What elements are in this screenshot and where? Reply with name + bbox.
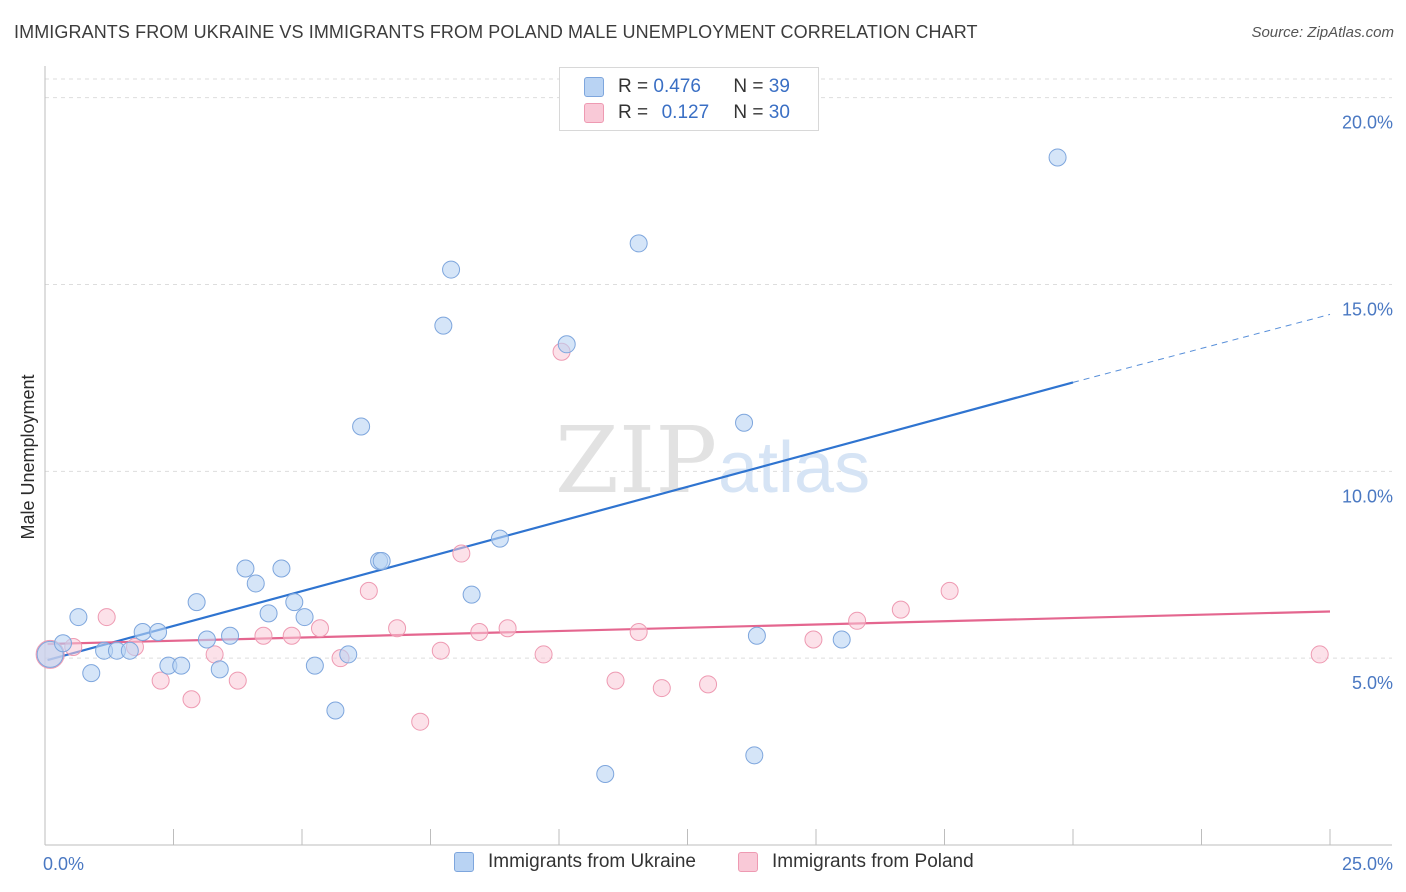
data-point-ukraine xyxy=(197,630,216,649)
y-tick-label: 5.0% xyxy=(1352,673,1393,693)
data-point-poland xyxy=(388,619,407,638)
data-point-ukraine xyxy=(832,630,851,649)
bottom-legend-label-ukraine: Immigrants from Ukraine xyxy=(488,851,696,872)
data-point-poland xyxy=(699,675,718,694)
data-point-ukraine xyxy=(326,701,345,720)
trend-line-poland xyxy=(47,610,1331,646)
data-point-ukraine xyxy=(120,641,139,660)
bottom-legend-label-poland: Immigrants from Poland xyxy=(772,851,974,872)
data-point-poland xyxy=(470,623,489,642)
data-point-poland xyxy=(310,619,329,638)
data-point-ukraine xyxy=(82,664,101,683)
data-point-poland xyxy=(848,611,867,630)
series-poland-points xyxy=(35,342,1329,731)
data-point-ukraine xyxy=(285,593,304,612)
data-point-poland xyxy=(182,690,201,709)
bottom-legend-swatch-ukraine xyxy=(454,852,474,872)
data-point-poland xyxy=(411,712,430,731)
x-tick-label-max: 25.0% xyxy=(1342,854,1393,874)
data-point-ukraine xyxy=(747,626,766,645)
data-point-ukraine xyxy=(490,529,509,548)
data-point-ukraine xyxy=(629,234,648,253)
data-point-ukraine xyxy=(149,623,168,642)
legend-swatch-poland xyxy=(584,103,604,123)
legend-n-value-ukraine: 39 xyxy=(768,76,790,97)
tick-labels: 5.0% 10.0% 15.0% 20.0% 0.0% 25.0% xyxy=(43,113,1393,874)
data-point-poland xyxy=(431,641,450,660)
data-point-poland xyxy=(534,645,553,664)
data-point-poland xyxy=(652,679,671,698)
axes xyxy=(44,66,1392,846)
watermark-atlas: atlas xyxy=(718,428,870,508)
series-ukraine-points xyxy=(36,148,1067,784)
data-point-ukraine xyxy=(295,608,314,627)
data-point-poland xyxy=(498,619,517,638)
y-tick-label: 15.0% xyxy=(1342,300,1393,320)
y-tick-label: 10.0% xyxy=(1342,486,1393,506)
data-point-poland xyxy=(452,544,471,563)
legend-r-value-poland: 0.127 xyxy=(661,102,710,123)
data-point-ukraine xyxy=(462,585,481,604)
data-point-ukraine xyxy=(172,656,191,675)
data-point-ukraine xyxy=(272,559,291,578)
legend-r-value-ukraine: 0.476 xyxy=(653,76,701,97)
data-point-ukraine xyxy=(352,417,371,436)
y-tick-label: 20.0% xyxy=(1342,113,1393,133)
watermark: ZIP atlas xyxy=(555,407,870,514)
data-point-poland xyxy=(629,623,648,642)
trend-line-ukraine xyxy=(47,381,1074,662)
data-point-ukraine xyxy=(1048,148,1067,167)
bottom-legend-ukraine: Immigrants from Ukraine xyxy=(454,851,696,873)
data-point-poland xyxy=(804,630,823,649)
legend-n-label: N = xyxy=(733,76,764,97)
x-tick-label-min: 0.0% xyxy=(43,854,84,874)
legend-n-value-poland: 30 xyxy=(768,102,790,123)
data-point-poland xyxy=(359,581,378,600)
data-point-poland xyxy=(891,600,910,619)
legend-row-poland: R = 0.127 N = 30 xyxy=(584,100,790,126)
data-point-ukraine xyxy=(53,634,72,653)
data-point-poland xyxy=(205,645,224,664)
chart-title: IMMIGRANTS FROM UKRAINE VS IMMIGRANTS FR… xyxy=(14,22,978,42)
legend-n-label: N = xyxy=(733,102,764,123)
bottom-legend-poland: Immigrants from Poland xyxy=(738,851,974,873)
data-point-ukraine xyxy=(133,623,152,642)
data-point-ukraine xyxy=(259,604,278,623)
legend-row-ukraine: R = 0.476 N = 39 xyxy=(584,74,790,100)
bottom-legend-swatch-poland xyxy=(738,852,758,872)
data-point-poland xyxy=(1310,645,1329,664)
legend-r-label: R = xyxy=(618,102,649,123)
data-point-poland xyxy=(282,626,301,645)
data-point-poland xyxy=(97,608,116,627)
data-point-ukraine xyxy=(236,559,255,578)
data-point-ukraine xyxy=(210,660,229,679)
data-point-poland xyxy=(254,626,273,645)
data-point-ukraine xyxy=(596,765,615,784)
data-point-ukraine xyxy=(557,335,576,354)
data-point-poland xyxy=(606,671,625,690)
data-point-ukraine xyxy=(221,626,240,645)
data-point-ukraine xyxy=(246,574,265,593)
source-label: Source: ZipAtlas.com xyxy=(1251,24,1394,41)
y-axis-label: Male Unemployment xyxy=(18,374,38,539)
data-point-ukraine xyxy=(339,645,358,664)
watermark-zip: ZIP xyxy=(555,407,717,514)
data-point-ukraine xyxy=(442,260,461,279)
data-point-ukraine xyxy=(187,593,206,612)
data-point-ukraine xyxy=(305,656,324,675)
trend-line-ukraine-extension xyxy=(1072,313,1331,383)
data-point-poland xyxy=(228,671,247,690)
legend-r-label: R = xyxy=(618,76,649,97)
legend-swatch-ukraine xyxy=(584,77,604,97)
data-point-ukraine xyxy=(434,316,453,335)
data-point-ukraine xyxy=(735,413,754,432)
data-point-poland xyxy=(151,671,170,690)
data-point-ukraine xyxy=(745,746,764,765)
trend-lines xyxy=(47,313,1331,662)
legend-box: R = 0.476 N = 39 R = 0.127 N = 30 xyxy=(559,67,819,131)
data-point-poland xyxy=(940,581,959,600)
data-point-ukraine xyxy=(69,608,88,627)
data-point-ukraine xyxy=(372,552,391,571)
